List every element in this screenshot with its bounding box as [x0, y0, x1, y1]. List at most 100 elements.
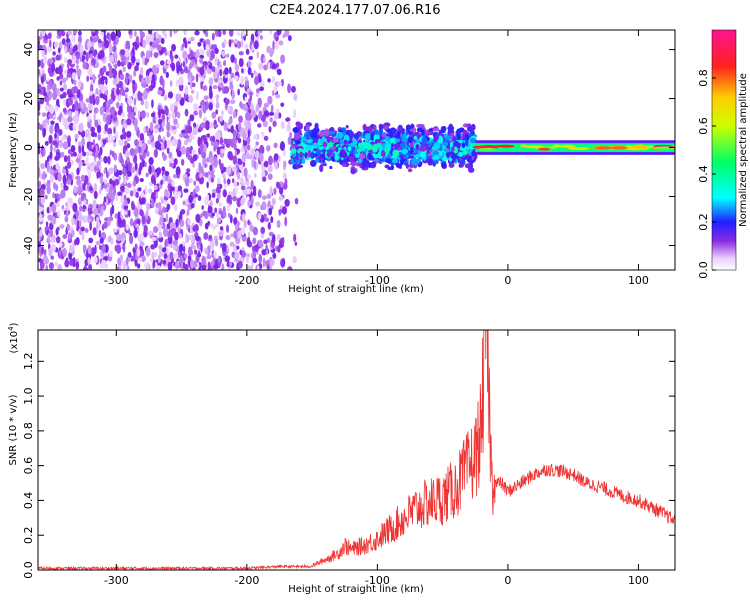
spectrogram-speckle	[235, 186, 239, 195]
spectrogram-speckle	[77, 35, 82, 44]
spectrogram-speckle	[89, 165, 95, 171]
spectrogram-speckle	[100, 76, 106, 81]
spectrogram-speckle	[194, 185, 200, 193]
spectrogram-speckle	[38, 180, 42, 189]
spectrogram-speckle	[40, 258, 44, 263]
spectrogram-speckle	[294, 197, 299, 205]
spectrogram-speckle	[75, 175, 81, 181]
spectrogram-speckle	[95, 88, 99, 95]
snr-y-tick-label: 0.4	[22, 492, 35, 510]
spectrogram-speckle	[241, 196, 246, 204]
spectrogram-speckle	[471, 123, 476, 131]
spectrogram-speckle	[53, 181, 57, 190]
spectrogram-speckle	[143, 126, 146, 134]
spectrogram-speckle	[165, 139, 171, 149]
spectrogram-speckle	[128, 30, 133, 35]
spectrogram-speckle	[101, 243, 106, 254]
spectrogram-speckle	[292, 127, 299, 133]
spectrogram-speckle	[173, 253, 179, 259]
spectrogram-speckle	[73, 185, 78, 194]
spectrogram-speckle	[106, 114, 111, 125]
spectrogram-speckle	[182, 200, 186, 206]
spectrogram-speckle	[127, 61, 132, 70]
spectrogram-speckle	[41, 112, 47, 117]
spectrogram-speckle	[95, 223, 99, 233]
spectrogram-speckle	[110, 106, 116, 116]
spectrogram-speckle	[96, 124, 102, 134]
spectrogram-speckle	[228, 78, 233, 83]
spectrogram-speckle	[73, 79, 77, 86]
spectrogram-speckle	[187, 218, 191, 226]
spectrogram-speckle	[266, 264, 270, 270]
spectrogram-speckle	[235, 207, 239, 215]
spectrogram-speckle	[92, 75, 97, 81]
spectrogram-speckle	[263, 239, 268, 245]
spectrogram-speckle	[89, 119, 93, 125]
spectrogram-speckle	[272, 252, 277, 259]
spectrogram-speckle	[196, 262, 200, 269]
spectrogram-speckle	[281, 236, 285, 246]
spectrogram-speckle	[152, 258, 156, 269]
spectrogram-speckle	[287, 120, 291, 131]
spectrogram-speckle	[440, 162, 447, 169]
spectrogram-speckle	[238, 57, 244, 68]
spectrogram-speckle	[251, 251, 255, 260]
spectrogram-speckle	[282, 258, 286, 267]
spectrogram-speckle	[107, 133, 113, 144]
spectrogram-speckle	[70, 152, 74, 157]
spectrogram-speckle	[273, 187, 277, 195]
spectrogram-speckle	[274, 161, 278, 170]
spectrogram-speckle	[278, 155, 281, 163]
spectrogram-speckle	[153, 52, 159, 58]
spectrogram-speckle	[88, 263, 93, 270]
spectrogram-speckle	[133, 69, 137, 77]
spectrogram-speckle	[216, 217, 222, 224]
spectrogram-speckle	[228, 39, 232, 48]
snr-y-ticks: 0.0 0.2 0.4 0.6 0.8 1.0 1.2	[22, 353, 675, 579]
spectrogram-speckle	[261, 131, 265, 137]
spectrogram-speckle	[287, 266, 293, 270]
spectrogram-speckle	[159, 75, 164, 86]
spectrogram-speckle	[191, 82, 196, 88]
spectrogram-speckle	[187, 125, 193, 134]
spectrogram-speckle	[447, 151, 455, 156]
spectrogram-speckle	[44, 104, 50, 112]
snr-y-tick-label: 0.8	[22, 422, 35, 440]
spectrogram-speckle	[47, 32, 52, 40]
spectrogram-speckle	[254, 76, 259, 86]
spectrogram-speckle	[250, 195, 254, 206]
spectrogram-speckle	[272, 120, 277, 127]
spectrogram-speckle	[134, 139, 139, 147]
spectrogram-speckle	[258, 77, 262, 83]
spectrogram-speckle	[280, 54, 286, 64]
spectrogram-speckle	[124, 265, 128, 270]
spectrogram-speckle	[259, 152, 264, 163]
spectrogram-speckle	[137, 187, 142, 192]
spectrogram-speckle	[257, 265, 260, 270]
spectrogram-speckle	[247, 174, 251, 180]
spectrogram-speckle	[287, 83, 291, 94]
spectrogram-speckle	[41, 49, 45, 57]
spectrogram-speckle	[187, 53, 192, 60]
spectrogram-speckle	[261, 170, 266, 179]
spectrogram-speckle	[255, 141, 259, 146]
spectrogram-speckle	[126, 118, 132, 126]
spectrogram-speckle	[271, 197, 276, 205]
snr-y-tick-label: 0.6	[22, 457, 35, 475]
spectrogram-speckle	[174, 139, 178, 145]
spectrogram-speckle	[238, 163, 243, 170]
spectrogram-speckle	[76, 54, 80, 59]
spectrogram-speckle	[343, 139, 348, 144]
spectrogram-speckle	[206, 254, 212, 259]
spectrogram-speckle	[372, 145, 378, 153]
spectrogram-speckle	[75, 237, 80, 246]
spectrogram-speckle	[214, 207, 218, 214]
spectrogram-speckle	[234, 251, 240, 260]
spectrogram-speckle	[154, 207, 159, 215]
spectrogram-speckle	[166, 121, 171, 132]
spectrogram-speckle	[370, 131, 375, 136]
spectrogram-speckle	[166, 203, 171, 211]
spectrogram-speckle	[226, 194, 232, 203]
spectrogram-speckle	[156, 265, 161, 270]
spectrogram-speckle	[270, 216, 274, 224]
